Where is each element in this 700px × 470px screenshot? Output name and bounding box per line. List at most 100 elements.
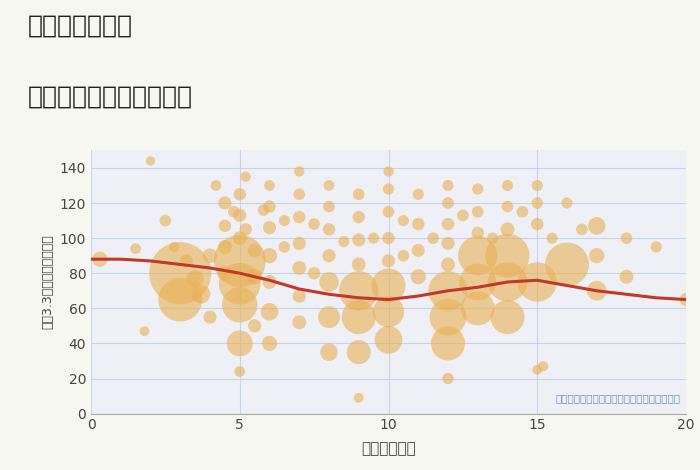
Point [353,261,364,268]
Point [323,313,335,321]
Point [621,235,632,242]
Point [472,252,483,259]
Point [383,235,394,242]
Point [338,238,349,245]
X-axis label: 駅距離（分）: 駅距離（分） [361,441,416,456]
Point [502,252,513,259]
Point [413,220,424,228]
Point [502,313,513,321]
Point [413,247,424,254]
Point [561,199,573,207]
Point [294,319,305,326]
Point [294,168,305,175]
Point [219,269,230,277]
Point [234,235,246,242]
Point [240,226,251,233]
Point [591,252,602,259]
Point [294,264,305,272]
Point [204,252,216,259]
Point [234,301,246,309]
Point [472,185,483,193]
Point [576,226,587,233]
Point [398,217,409,224]
Point [323,203,335,210]
Point [502,278,513,286]
Point [210,182,221,189]
Point [264,278,275,286]
Point [532,182,543,189]
Text: 駅距離別中古戸建て価格: 駅距離別中古戸建て価格 [28,85,193,109]
Point [204,313,216,321]
Point [234,257,246,265]
Point [323,278,335,286]
Point [502,226,513,233]
Point [547,235,558,242]
Point [472,208,483,216]
Point [472,278,483,286]
Point [353,213,364,221]
Point [264,340,275,347]
Point [234,340,246,347]
Point [249,273,260,281]
Point [591,222,602,230]
Point [442,340,454,347]
Point [532,278,543,286]
Point [457,212,468,219]
Point [442,240,454,247]
Text: 大阪府平野駅の: 大阪府平野駅の [28,14,133,38]
Point [398,252,409,259]
Point [442,287,454,295]
Point [258,206,269,214]
Point [130,245,141,252]
Point [472,305,483,312]
Point [621,273,632,281]
Point [294,213,305,221]
Point [353,287,364,295]
Point [234,368,246,375]
Point [169,243,180,251]
Point [353,394,364,401]
Point [181,257,192,265]
Text: 円の大きさは、取引のあった物件面積を示す: 円の大きさは、取引のあった物件面積を示す [555,393,680,403]
Point [228,208,239,216]
Point [428,235,439,242]
Point [160,217,171,224]
Point [279,243,290,251]
Point [264,182,275,189]
Point [502,182,513,189]
Point [383,308,394,315]
Point [442,220,454,228]
Point [294,240,305,247]
Point [487,235,498,242]
Point [240,173,251,180]
Point [309,269,320,277]
Point [532,366,543,374]
Point [294,292,305,300]
Point [294,190,305,198]
Point [175,296,186,303]
Point [383,282,394,289]
Point [442,313,454,321]
Point [279,217,290,224]
Point [190,275,201,282]
Point [517,208,528,216]
Point [383,257,394,265]
Point [442,199,454,207]
Point [442,261,454,268]
Point [234,280,246,288]
Point [94,255,106,263]
Point [323,182,335,189]
Point [249,322,260,329]
Point [472,229,483,236]
Point [413,273,424,281]
Point [532,199,543,207]
Point [383,336,394,344]
Point [368,235,379,242]
Point [323,226,335,233]
Point [353,348,364,356]
Point [264,224,275,231]
Point [502,203,513,210]
Point [219,199,230,207]
Point [264,252,275,259]
Point [591,287,602,295]
